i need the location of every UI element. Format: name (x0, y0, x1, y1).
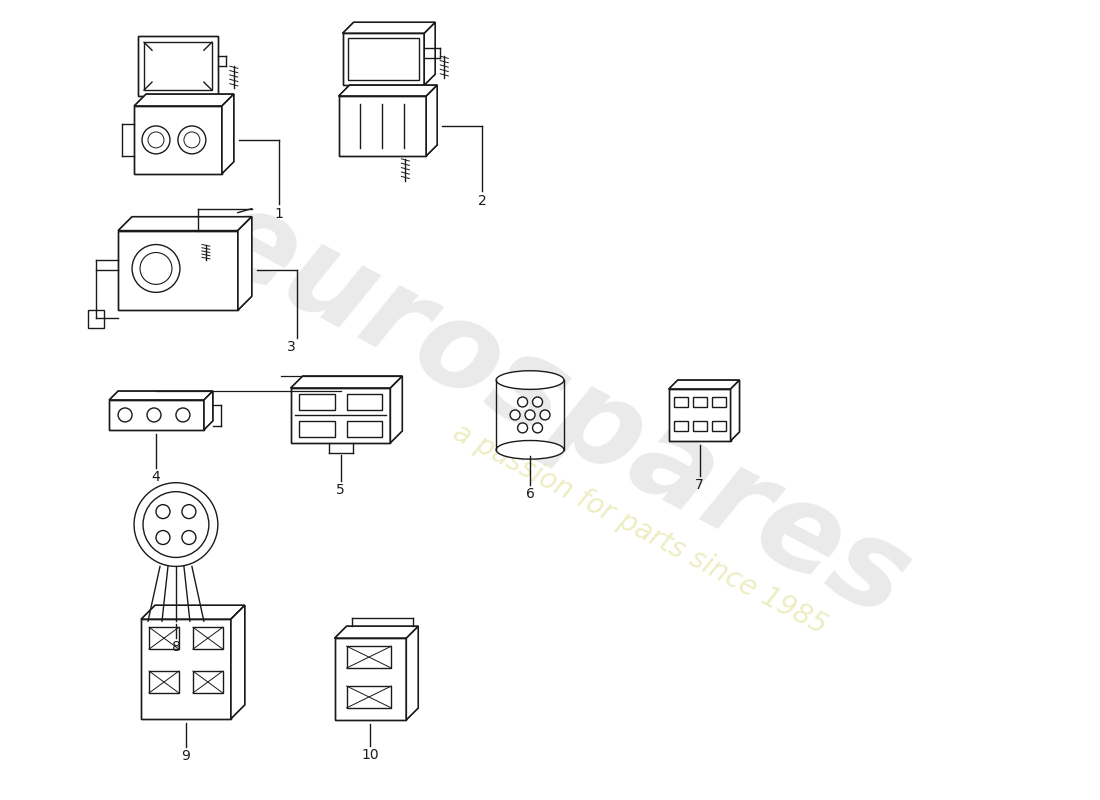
Text: eurospares: eurospares (191, 177, 928, 643)
Text: 3: 3 (287, 340, 296, 354)
Text: 9: 9 (182, 749, 190, 762)
Polygon shape (669, 380, 739, 389)
Polygon shape (390, 376, 403, 443)
Circle shape (156, 505, 170, 518)
Bar (141, 619, 231, 719)
Bar (334, 638, 406, 720)
Bar (298, 421, 334, 437)
Text: 7: 7 (695, 478, 704, 492)
Polygon shape (425, 22, 436, 85)
Circle shape (540, 410, 550, 420)
Text: 5: 5 (337, 482, 345, 497)
Circle shape (182, 505, 196, 518)
Bar (346, 686, 392, 708)
Polygon shape (406, 626, 418, 720)
Bar (109, 400, 204, 430)
Bar (348, 38, 419, 80)
Bar (669, 389, 730, 441)
Circle shape (532, 423, 542, 433)
Polygon shape (730, 380, 739, 441)
Circle shape (510, 410, 520, 420)
Circle shape (178, 126, 206, 154)
Text: 4: 4 (152, 470, 161, 484)
Bar (342, 34, 425, 85)
Bar (712, 421, 726, 431)
Circle shape (143, 492, 209, 558)
Bar (148, 671, 179, 693)
Bar (134, 106, 222, 174)
Bar (346, 394, 383, 410)
Polygon shape (334, 626, 418, 638)
Circle shape (518, 423, 528, 433)
Bar (673, 421, 688, 431)
Bar (144, 42, 212, 90)
Circle shape (156, 530, 170, 545)
Polygon shape (342, 22, 436, 34)
Bar (693, 421, 706, 431)
Bar (118, 230, 238, 310)
Bar (141, 619, 231, 719)
Circle shape (134, 482, 218, 566)
Text: a passion for parts since 1985: a passion for parts since 1985 (448, 418, 832, 641)
Ellipse shape (496, 370, 564, 390)
Text: 2: 2 (477, 194, 486, 208)
Circle shape (525, 410, 535, 420)
Bar (148, 627, 179, 649)
Circle shape (182, 530, 196, 545)
Bar (342, 34, 425, 85)
Ellipse shape (496, 441, 564, 459)
Bar (693, 397, 706, 407)
Bar (192, 627, 223, 649)
Polygon shape (222, 94, 234, 174)
Circle shape (147, 408, 161, 422)
Bar (134, 106, 222, 174)
Polygon shape (204, 391, 213, 430)
Polygon shape (231, 606, 245, 719)
Text: 1: 1 (274, 206, 283, 221)
Bar (334, 638, 406, 720)
Polygon shape (141, 606, 245, 619)
Bar (669, 389, 730, 441)
Bar (109, 400, 204, 430)
Bar (339, 96, 427, 156)
Bar (712, 397, 726, 407)
Bar (192, 671, 223, 693)
Polygon shape (109, 391, 213, 400)
Circle shape (142, 126, 170, 154)
Circle shape (132, 245, 180, 292)
Bar (88, 310, 104, 328)
Text: 8: 8 (172, 640, 180, 654)
Bar (290, 388, 390, 443)
Circle shape (118, 408, 132, 422)
Bar (138, 36, 218, 96)
Bar (298, 394, 334, 410)
Bar (138, 36, 218, 96)
Polygon shape (339, 85, 438, 96)
Bar (339, 96, 427, 156)
Text: 10: 10 (362, 748, 380, 762)
Bar (118, 230, 238, 310)
Polygon shape (118, 217, 252, 230)
Polygon shape (134, 94, 234, 106)
Bar (346, 646, 392, 668)
Polygon shape (290, 376, 403, 388)
Polygon shape (238, 217, 252, 310)
Text: 6: 6 (526, 486, 535, 501)
Circle shape (532, 397, 542, 407)
Bar (290, 388, 390, 443)
Circle shape (518, 397, 528, 407)
Bar (346, 421, 383, 437)
Circle shape (176, 408, 190, 422)
Bar (673, 397, 688, 407)
Polygon shape (427, 85, 438, 156)
